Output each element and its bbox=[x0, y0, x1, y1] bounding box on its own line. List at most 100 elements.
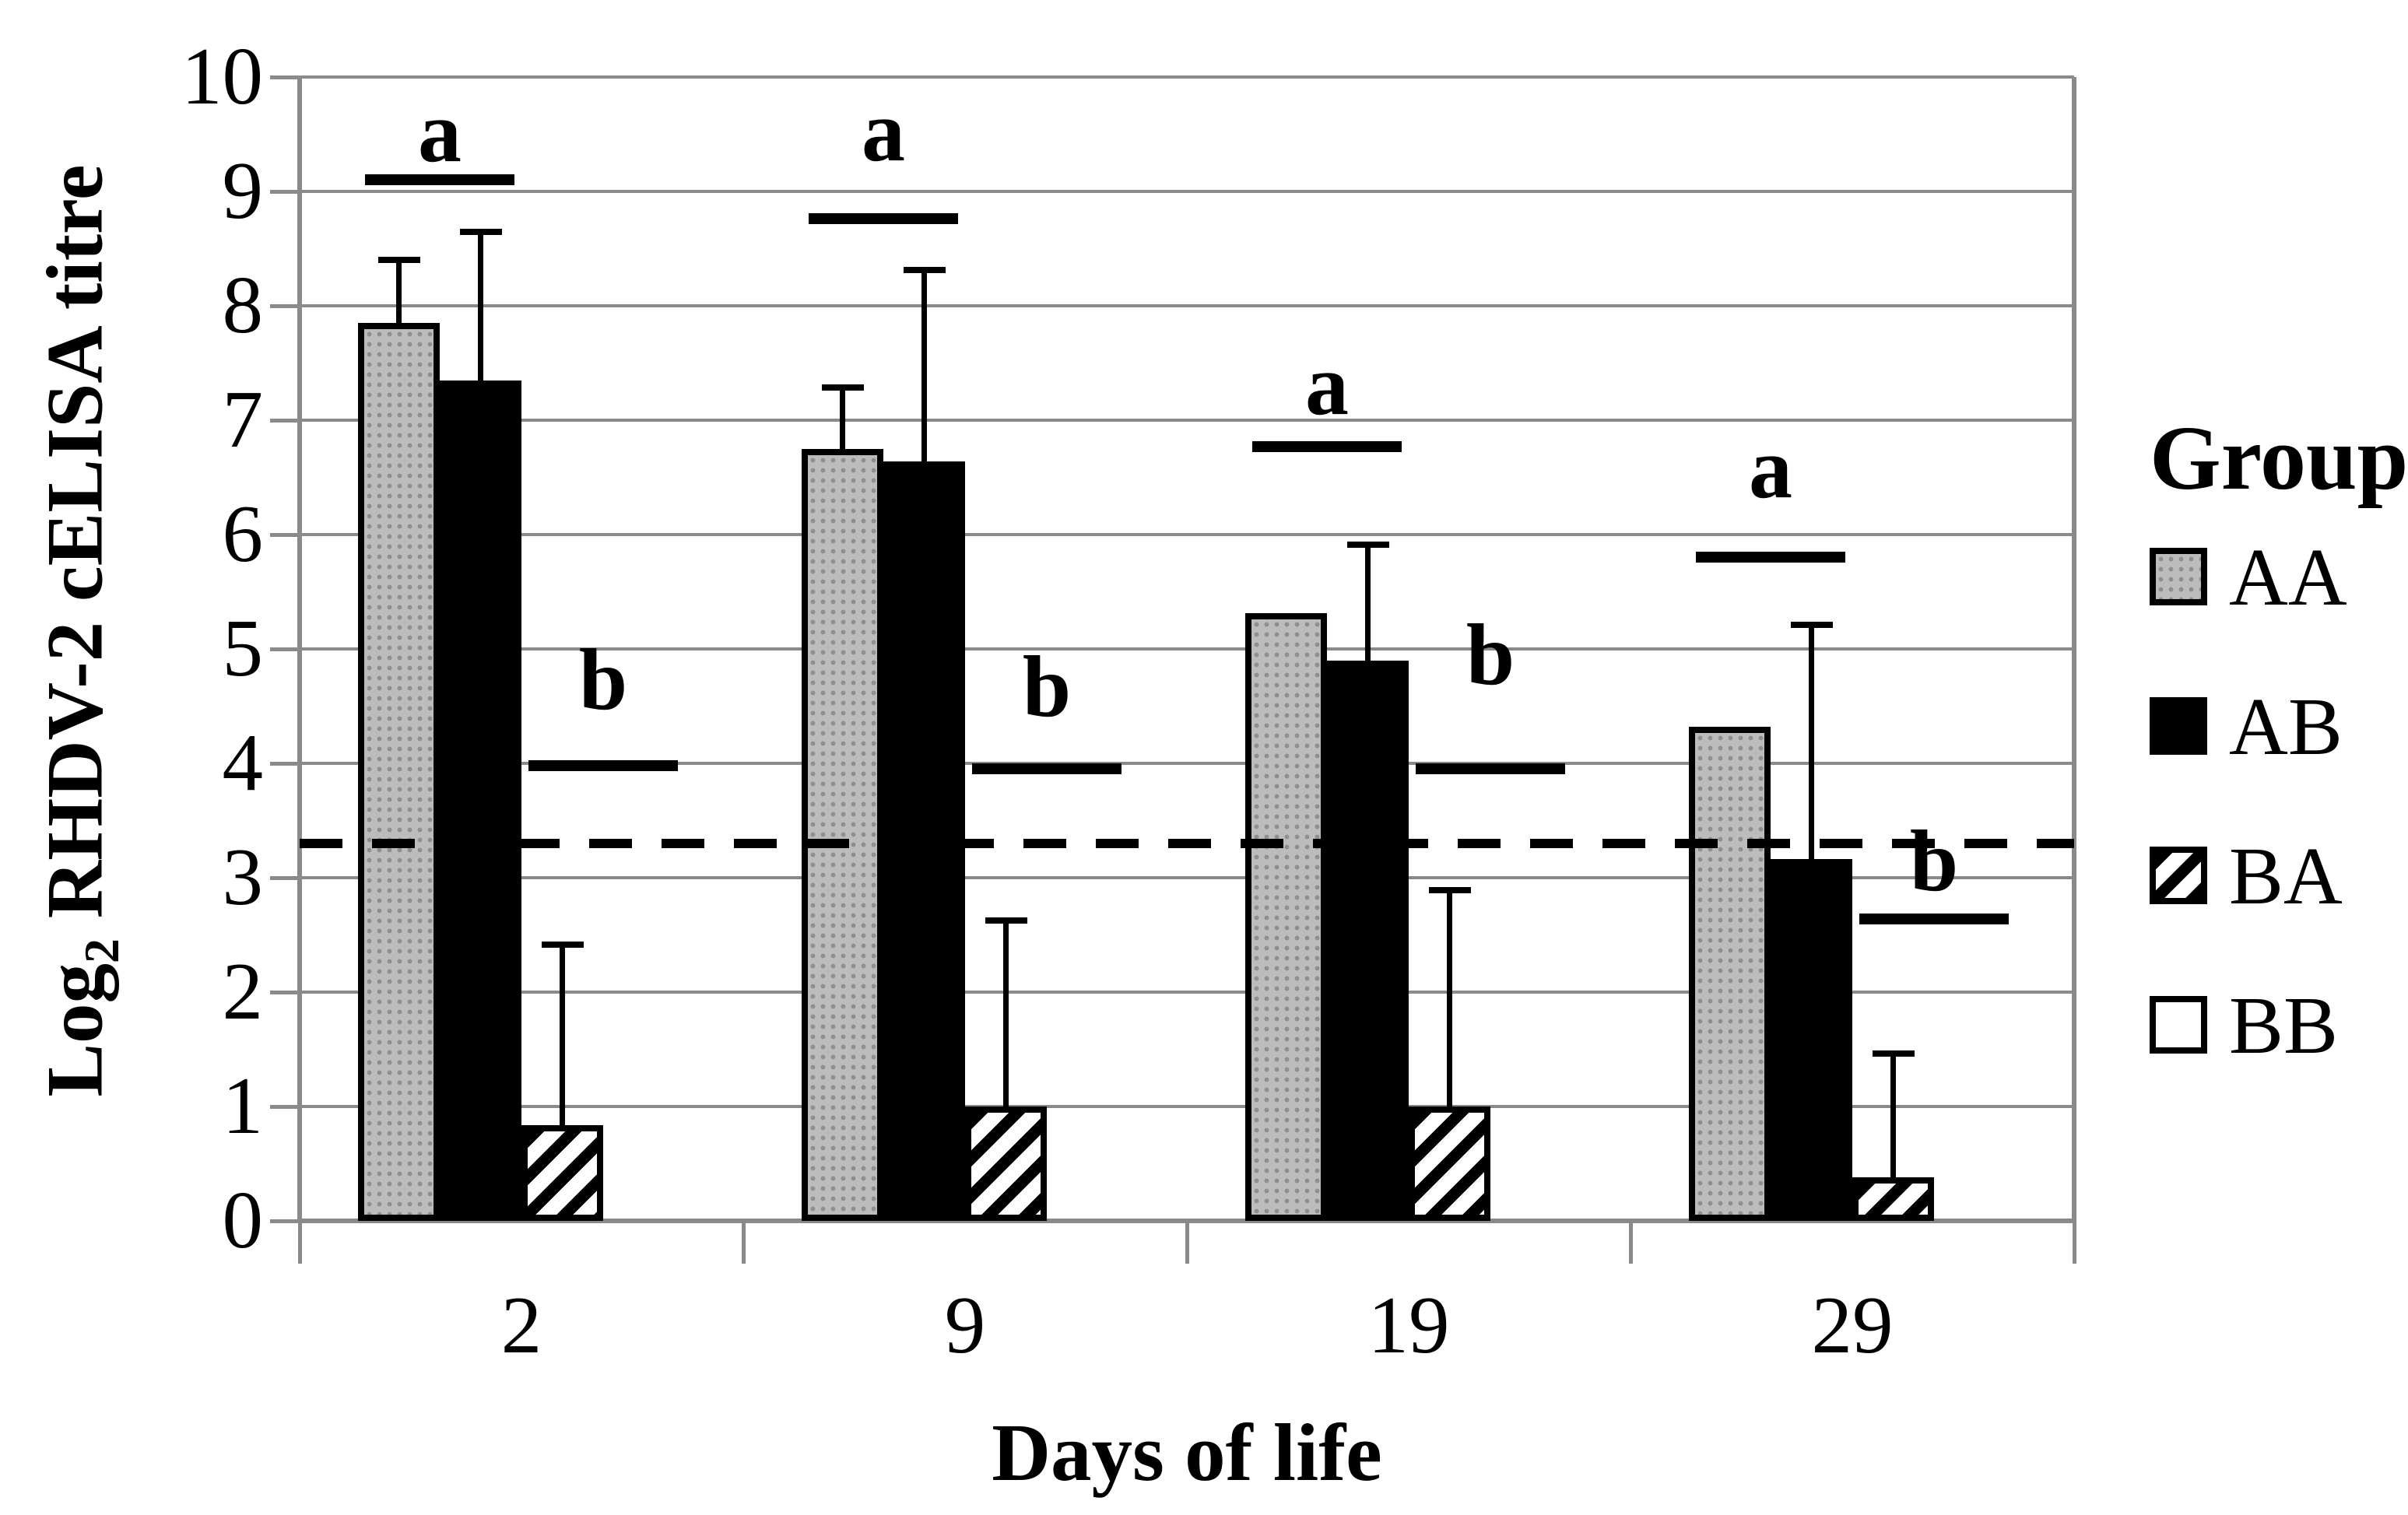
sig-line-b-day19 bbox=[1416, 763, 1565, 775]
sig-line-b-day2 bbox=[528, 759, 678, 771]
legend-swatch-BA-icon bbox=[2150, 847, 2207, 904]
y-tick-label-2: 2 bbox=[222, 945, 264, 1036]
y-tick-label-3: 3 bbox=[222, 831, 264, 922]
legend-item-BB: BB bbox=[2150, 984, 2406, 1066]
sig-line-a-day9 bbox=[809, 213, 958, 225]
error-bar-cap-AB-day2 bbox=[459, 229, 502, 236]
error-bar-line-AB-day9 bbox=[921, 268, 927, 461]
sig-line-a-day29 bbox=[1696, 552, 1845, 563]
y-axis-tick-0 bbox=[270, 1219, 300, 1223]
gridline-y-3 bbox=[300, 876, 2074, 879]
y-axis-tick-8 bbox=[270, 304, 300, 308]
bar-BA-day29 bbox=[1852, 1177, 1934, 1221]
legend-swatch-AA-icon bbox=[2150, 548, 2207, 605]
bar-AB-day2 bbox=[440, 380, 521, 1221]
error-bar-line-BA-day2 bbox=[560, 944, 565, 1125]
x-axis-tick-4 bbox=[2073, 1223, 2076, 1264]
sig-line-a-day19 bbox=[1252, 440, 1402, 452]
gridline-y-2 bbox=[300, 991, 2074, 994]
y-tick-label-0: 0 bbox=[222, 1174, 264, 1265]
error-bar-cap-AB-day29 bbox=[1790, 621, 1833, 628]
sig-letter-a-day9: a bbox=[862, 82, 905, 180]
error-bar-line-BA-day19 bbox=[1447, 889, 1452, 1106]
y-tick-label-6: 6 bbox=[222, 488, 264, 579]
y-tick-label-4: 4 bbox=[222, 717, 264, 808]
legend-title: Group bbox=[2150, 407, 2408, 509]
x-category-label-9: 9 bbox=[944, 1279, 986, 1370]
y-axis-tick-1 bbox=[270, 1105, 300, 1109]
bar-AA-day2 bbox=[358, 323, 440, 1221]
error-bar-line-BA-day29 bbox=[1890, 1052, 1896, 1178]
sig-letter-b-day19: b bbox=[1466, 607, 1515, 704]
legend-item-BA: BA bbox=[2150, 835, 2406, 917]
sig-letter-b-day29: b bbox=[1909, 812, 1959, 910]
gridline-y-1 bbox=[300, 1105, 2074, 1108]
gridline-y-8 bbox=[300, 304, 2074, 307]
bar-AA-day29 bbox=[1689, 726, 1771, 1221]
y-axis-tick-4 bbox=[270, 762, 300, 766]
legend-item-AA: AA bbox=[2150, 536, 2406, 618]
sig-letter-b-day2: b bbox=[578, 632, 628, 729]
x-axis-line bbox=[297, 1219, 2076, 1223]
error-bar-cap-BA-day29 bbox=[1872, 1050, 1915, 1057]
legend-item-AB: AB bbox=[2150, 686, 2406, 767]
x-axis-tick-0 bbox=[298, 1223, 302, 1264]
error-bar-line-BA-day9 bbox=[1003, 920, 1009, 1106]
gridline-y-7 bbox=[300, 419, 2074, 422]
x-category-label-2: 2 bbox=[500, 1279, 542, 1370]
error-bar-cap-AA-day2 bbox=[377, 256, 420, 263]
cutoff-dashed-line bbox=[300, 838, 2074, 848]
plot-area: a b a b a b a b bbox=[297, 75, 2076, 1223]
bar-BA-day9 bbox=[965, 1106, 1047, 1221]
error-bar-cap-AB-day9 bbox=[903, 266, 946, 273]
error-bar-cap-AA-day9 bbox=[821, 384, 864, 391]
x-axis-title: Days of life bbox=[992, 1407, 1382, 1498]
y-tick-label-7: 7 bbox=[222, 373, 264, 465]
sig-line-b-day29 bbox=[1859, 913, 2009, 924]
y-axis-tick-5 bbox=[270, 647, 300, 651]
y-axis-tick-2 bbox=[270, 991, 300, 994]
y-axis-tick-9 bbox=[270, 190, 300, 194]
gridline-y-4 bbox=[300, 762, 2074, 765]
legend-label-AB: AB bbox=[2229, 680, 2343, 772]
error-bar-cap-BA-day19 bbox=[1428, 886, 1471, 893]
bar-BA-day2 bbox=[521, 1124, 603, 1221]
x-axis-tick-3 bbox=[1629, 1223, 1633, 1264]
error-bar-cap-BA-day9 bbox=[985, 917, 1027, 924]
sig-line-a-day2 bbox=[365, 174, 514, 186]
plot-right-border bbox=[2072, 77, 2076, 1221]
y-axis-tick-3 bbox=[270, 876, 300, 880]
y-tick-label-10: 10 bbox=[181, 30, 263, 121]
error-bar-line-AB-day29 bbox=[1809, 623, 1814, 860]
bar-BA-day19 bbox=[1409, 1106, 1490, 1221]
x-axis-tick-2 bbox=[1185, 1223, 1189, 1264]
error-bar-line-AA-day2 bbox=[396, 258, 402, 324]
y-tick-label-5: 5 bbox=[222, 602, 264, 693]
error-bar-cap-BA-day2 bbox=[541, 942, 584, 949]
error-bar-line-AA-day9 bbox=[840, 387, 845, 449]
bar-AB-day29 bbox=[1771, 859, 1852, 1221]
sig-line-b-day9 bbox=[972, 763, 1122, 775]
y-tick-label-9: 9 bbox=[222, 145, 264, 236]
legend-swatch-BB-icon bbox=[2150, 996, 2207, 1054]
x-category-label-29: 29 bbox=[1811, 1279, 1894, 1370]
error-bar-cap-AB-day19 bbox=[1346, 541, 1389, 548]
y-axis-tick-6 bbox=[270, 533, 300, 537]
legend-label-BA: BA bbox=[2229, 829, 2343, 921]
y-axis-tick-7 bbox=[270, 419, 300, 423]
legend-label-AA: AA bbox=[2229, 531, 2347, 622]
sig-letter-a-day19: a bbox=[1305, 337, 1349, 434]
bar-AA-day9 bbox=[802, 448, 883, 1221]
error-bar-line-AB-day2 bbox=[478, 231, 483, 381]
sig-letter-a-day29: a bbox=[1749, 420, 1792, 517]
legend-label-BB: BB bbox=[2229, 979, 2339, 1071]
y-tick-label-1: 1 bbox=[222, 1060, 264, 1151]
sig-letter-b-day9: b bbox=[1022, 639, 1072, 736]
y-tick-label-8: 8 bbox=[222, 259, 264, 350]
legend-swatch-AB-icon bbox=[2150, 697, 2207, 755]
bar-AB-day19 bbox=[1327, 660, 1409, 1221]
error-bar-line-AB-day19 bbox=[1365, 543, 1371, 661]
gridline-y-5 bbox=[300, 647, 2074, 651]
legend: Group AA AB BA BB bbox=[2150, 407, 2408, 1145]
